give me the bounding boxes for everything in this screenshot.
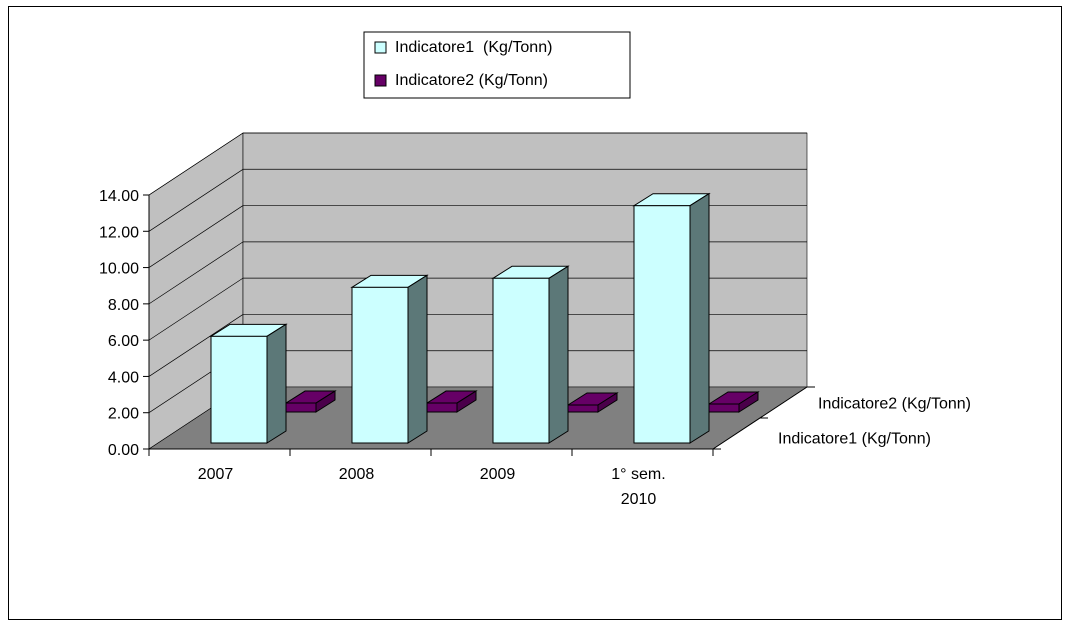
gridline-side — [148, 168, 244, 232]
y-axis: 0.00 2.00 4.00 6.00 8.00 10.00 12.00 14.00 — [99, 188, 150, 459]
legend-label-indicatore1: Indicatore1 (Kg/Tonn) — [395, 39, 552, 56]
gridlines — [148, 132, 807, 414]
bar-indicatore1 — [350, 274, 429, 444]
y-tick-label: 4.00 — [108, 369, 139, 386]
gridline-side — [148, 205, 244, 268]
y-tick-label: 10.00 — [99, 261, 139, 278]
bar-indicatore1 — [209, 323, 288, 444]
bar-indicatore1 — [632, 192, 711, 444]
x-tick-label: 2007 — [198, 466, 234, 483]
x-axis: 2007 2008 2009 1° sem. 2010 — [148, 448, 714, 508]
bar-indicatore1-front — [492, 277, 550, 444]
bar-indicatore1-side — [407, 274, 428, 444]
y-tick-label: 6.00 — [108, 333, 139, 350]
gridline-side — [148, 132, 244, 196]
x-tick-label: 2009 — [480, 466, 516, 483]
gridline-side — [148, 277, 244, 341]
bar-indicatore2-front — [285, 402, 317, 413]
bar-indicatore1-side — [548, 265, 569, 444]
depth-label-front: Indicatore1 (Kg/Tonn) — [778, 431, 931, 448]
bar-indicatore2 — [284, 390, 337, 413]
legend-swatch-indicatore2 — [374, 74, 387, 87]
chart-frame: 0.00 2.00 4.00 6.00 8.00 10.00 12.00 14.00 2007… — [8, 6, 1062, 620]
bar-indicatore1-side — [689, 192, 710, 444]
depth-axis: Indicatore2 (Kg/Tonn) Indicatore1 (Kg/Ton… — [712, 386, 971, 450]
bar-indicatore2 — [566, 392, 619, 413]
bar-indicatore1 — [491, 265, 570, 444]
bar-indicatore1-front — [633, 205, 691, 444]
legend-swatch-indicatore1 — [374, 41, 387, 54]
bar-indicatore2 — [425, 390, 478, 413]
legend-label-indicatore2: Indicatore2 (Kg/Tonn) — [395, 72, 548, 89]
x-tick-label: 2010 — [621, 491, 657, 508]
bar-indicatore2 — [707, 391, 760, 413]
depth-label-back: Indicatore2 (Kg/Tonn) — [818, 396, 971, 413]
bar-indicatore2-front — [426, 402, 458, 413]
legend-box — [363, 31, 631, 99]
gridline-side — [148, 314, 244, 377]
y-tick-label: 2.00 — [108, 406, 139, 423]
x-tick-label: 2008 — [339, 466, 375, 483]
y-tick-label: 8.00 — [108, 297, 139, 314]
bar-chart-3d: 0.00 2.00 4.00 6.00 8.00 10.00 12.00 14.00 2007… — [99, 31, 971, 508]
bar-indicatore2-front — [567, 404, 599, 413]
bar-indicatore2-front — [708, 403, 740, 413]
y-tick-label: 14.00 — [99, 188, 139, 205]
x-tick-label: 1° sem. — [611, 466, 665, 483]
legend: Indicatore1 (Kg/Tonn) Indicatore2 (Kg/To… — [363, 31, 631, 99]
bars — [209, 192, 760, 444]
bar-indicatore1-front — [351, 286, 409, 444]
bar-indicatore1-side — [266, 323, 287, 444]
gridline-side — [148, 241, 244, 305]
bar-indicatore1-front — [210, 335, 268, 444]
y-tick-label: 12.00 — [99, 224, 139, 241]
y-tick-label: 0.00 — [108, 442, 139, 459]
